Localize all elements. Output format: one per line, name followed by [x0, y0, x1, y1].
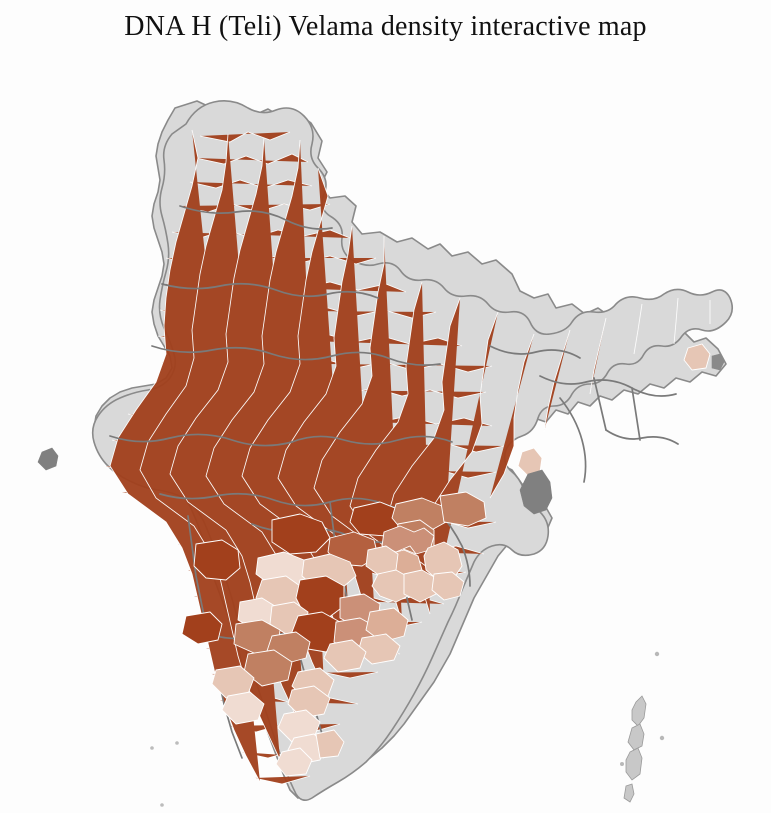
islands-group	[150, 651, 665, 807]
district-maharashtra-solapur[interactable]	[181, 611, 223, 645]
district-chhattisgarh-south-1[interactable]	[271, 513, 331, 555]
island-dot-2	[659, 735, 665, 741]
india-choropleth-map[interactable]	[0, 46, 771, 813]
andaman-middle	[627, 723, 645, 751]
patch-kutch	[37, 447, 59, 471]
district-odisha-medium-2[interactable]	[371, 569, 413, 603]
district-tamilnadu-coast[interactable]	[315, 729, 345, 759]
lakshadweep-dot-1	[150, 746, 154, 750]
district-karnataka-mid[interactable]	[221, 691, 265, 725]
andaman-north	[631, 695, 647, 727]
district-telangana-core-east[interactable]	[295, 575, 345, 619]
dark-no-data-patches	[37, 353, 725, 515]
district-andhra-coast-3[interactable]	[323, 639, 367, 673]
map-svg[interactable]	[0, 46, 771, 813]
district-maharashtra-east[interactable]	[193, 539, 241, 581]
nicobar-island	[623, 783, 635, 803]
district-andhra-coast-1[interactable]	[365, 607, 409, 643]
choropleth-districts[interactable]	[181, 343, 711, 777]
island-dot-3	[620, 762, 624, 766]
lakshadweep-dot-3	[160, 803, 164, 807]
patch-ne-small	[711, 353, 725, 371]
district-odisha-nw-2[interactable]	[439, 491, 487, 527]
district-arunachal[interactable]	[683, 343, 711, 371]
district-tamilnadu-south[interactable]	[275, 747, 313, 777]
page-title: DNA H (Teli) Velama density interactive …	[124, 11, 647, 42]
district-odisha-light-coast[interactable]	[431, 571, 465, 601]
island-dot-1	[654, 651, 660, 657]
lakshadweep-dot-2	[175, 741, 179, 745]
andaman-south	[625, 747, 643, 781]
district-tamilnadu-north[interactable]	[287, 685, 331, 719]
patch-sundarbans	[519, 469, 553, 515]
district-odisha-medium-3[interactable]	[403, 569, 437, 603]
